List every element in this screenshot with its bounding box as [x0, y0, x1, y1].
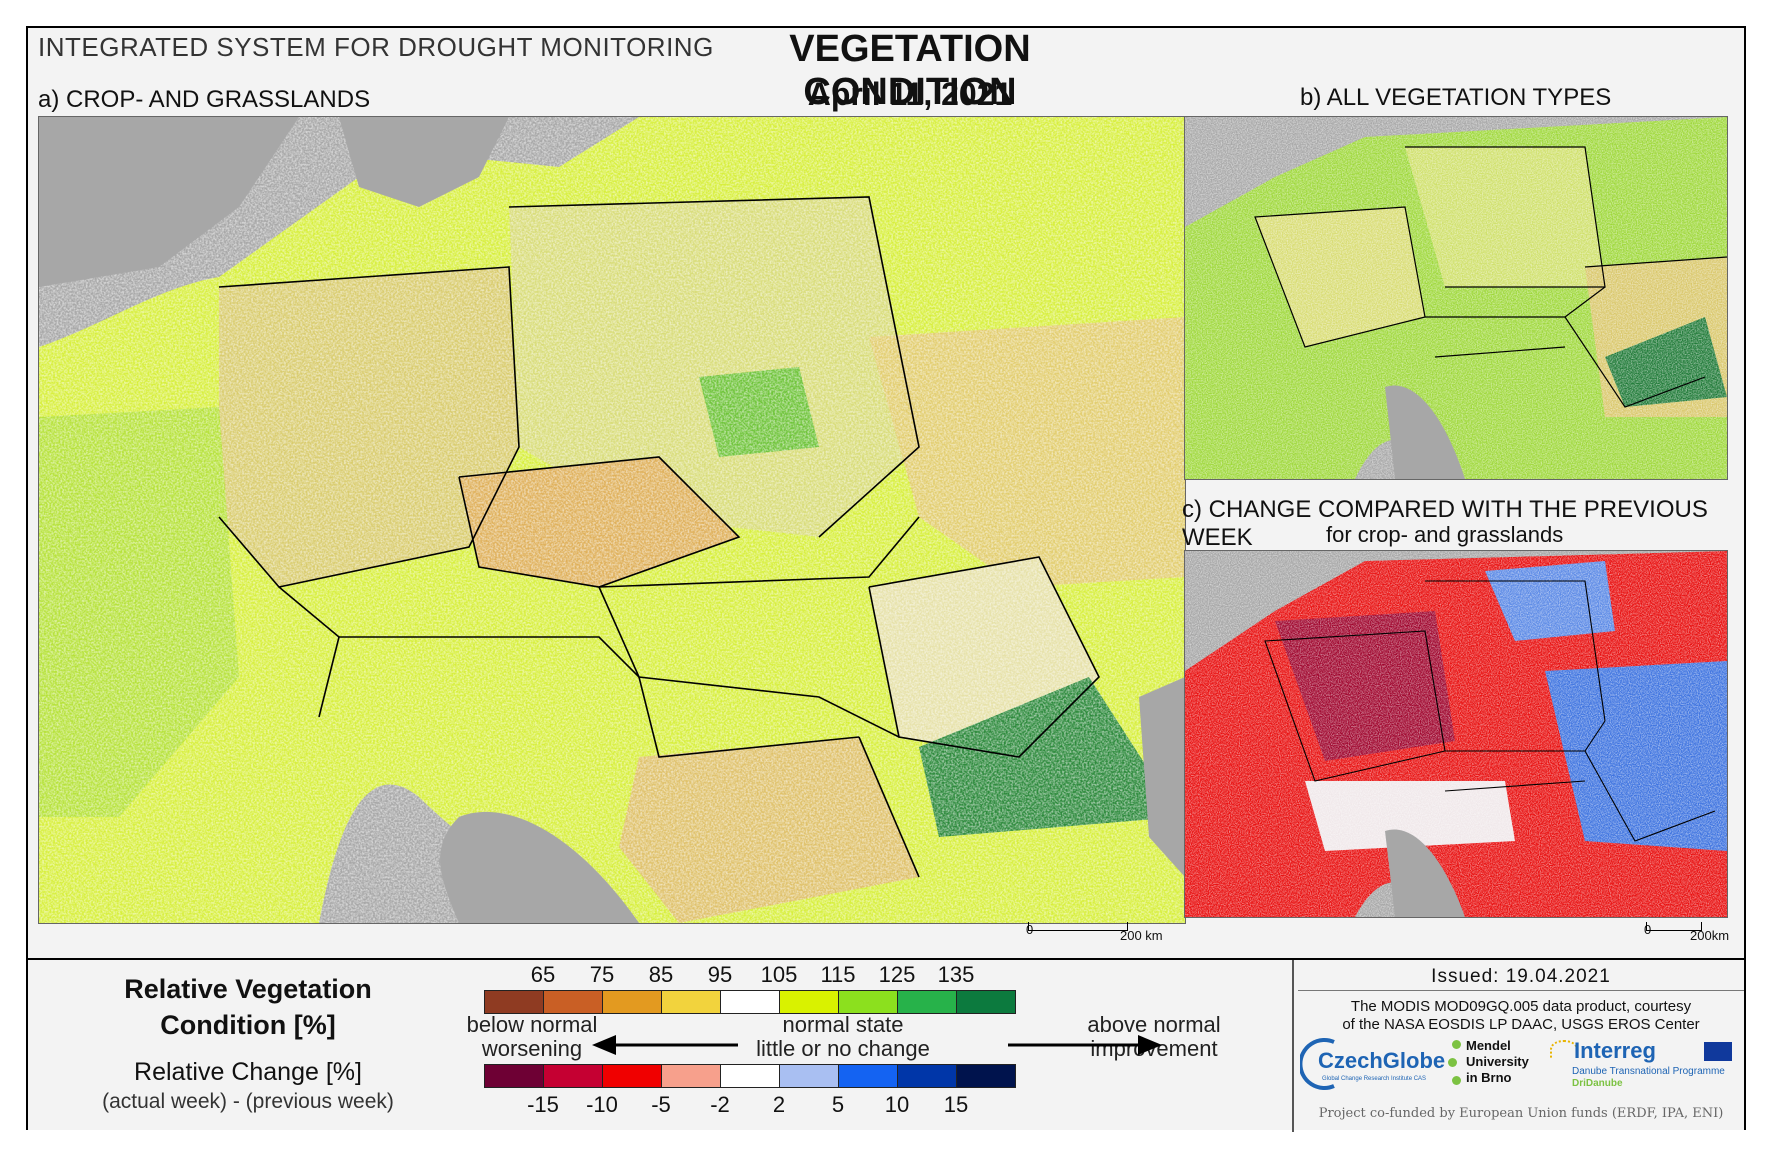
rvc-swatch: [720, 990, 780, 1014]
legend-area: Relative Vegetation Condition [%] Relati…: [28, 958, 1744, 1132]
rvc-swatch: [779, 990, 839, 1014]
panel-a-label: a) CROP- AND GRASSLANDS: [38, 86, 371, 113]
rvc-tick-label: 115: [820, 962, 856, 987]
rc-swatch: [838, 1064, 898, 1088]
above-normal-label: above normal: [1087, 1012, 1221, 1037]
czechglobe-arc-icon: [1300, 1038, 1335, 1090]
worsening-label: worsening: [481, 1036, 583, 1061]
data-credit-line1: The MODIS MOD09GQ.005 data product, cour…: [1350, 998, 1692, 1015]
mendel-logo: Mendel University in Brno: [1448, 1038, 1548, 1092]
map-all-vegetation: [1184, 116, 1728, 480]
normal-state-label: normal state: [782, 1012, 904, 1037]
eu-flag-icon: [1704, 1042, 1732, 1061]
panel-c-scale-bar: [1646, 922, 1702, 931]
panel-a-scale-end: 200 km: [1120, 928, 1163, 943]
rc-swatch: [661, 1064, 721, 1088]
rvc-tick-label: 65: [530, 962, 556, 987]
rc-swatch: [543, 1064, 603, 1088]
rvc-swatch: [543, 990, 603, 1014]
direction-arrows: [592, 1035, 1162, 1055]
rvc-tick-label: 105: [760, 962, 798, 987]
panel-c-label: c) CHANGE COMPARED WITH THE PREVIOUS WEE…: [1182, 496, 1708, 551]
map-weekly-change: [1184, 550, 1728, 918]
panel-c-scale-zero: 0: [1644, 922, 1652, 937]
rvc-swatch: [602, 990, 662, 1014]
interreg-sun-icon: [1550, 1040, 1578, 1058]
map-crop-grasslands: [38, 116, 1186, 924]
credits-rule: [1298, 990, 1744, 991]
rc-swatch: [602, 1064, 662, 1088]
rc-tick-label: -10: [586, 1092, 618, 1117]
mendel-line3: in Brno: [1466, 1070, 1512, 1085]
rvc-tick-label: 135: [937, 962, 975, 987]
rvc-tick-label: 85: [648, 962, 674, 987]
rvc-swatch: [838, 990, 898, 1014]
interreg-name: Interreg: [1574, 1038, 1656, 1063]
rc-swatch: [720, 1064, 780, 1088]
rvc-tick-label: 95: [707, 962, 733, 987]
rc-tick-label: 2: [772, 1092, 786, 1117]
panel-a-scale-bar: [1028, 922, 1128, 931]
czechglobe-name: CzechGlobe: [1318, 1048, 1446, 1073]
panel-b-label: b) ALL VEGETATION TYPES: [1300, 84, 1612, 111]
rc-swatch: [956, 1064, 1016, 1088]
page-title: VEGETATION CONDITION: [789, 28, 1031, 113]
rvc-title-line1: Relative Vegetation: [124, 974, 372, 1004]
rc-tick-label: -15: [527, 1092, 559, 1117]
rvc-swatch: [484, 990, 544, 1014]
below-normal-label: below normal: [466, 1012, 598, 1037]
rvc-swatch: [956, 990, 1016, 1014]
rc-tick-label: -5: [651, 1092, 671, 1117]
rvc-tick-label: 75: [589, 962, 615, 987]
mendel-dot-icon: [1452, 1076, 1461, 1085]
interreg-subtitle: Danube Transnational Programme: [1572, 1066, 1725, 1077]
rc-tick-label: 5: [831, 1092, 845, 1117]
panel-c-scale-end: 200km: [1690, 928, 1730, 943]
panel-a-scale-zero: 0: [1026, 922, 1034, 937]
rvc-swatch: [897, 990, 957, 1014]
page-date: April 11, 2021: [807, 76, 1013, 112]
system-name: INTEGRATED SYSTEM FOR DROUGHT MONITORING: [38, 32, 714, 62]
rc-swatch: [484, 1064, 544, 1088]
legend-divider: [1292, 960, 1294, 1132]
interreg-logo: Interreg Danube Transnational Programme …: [1550, 1034, 1740, 1092]
improvement-label: improvement: [1090, 1036, 1218, 1061]
issued-date: Issued: 19.04.2021: [1431, 966, 1611, 987]
funding-note: Project co-funded by European Union fund…: [1318, 1106, 1724, 1121]
rc-tick-label: 15: [943, 1092, 969, 1117]
mendel-dot-icon: [1448, 1058, 1457, 1067]
rvc-swatch: [661, 990, 721, 1014]
dridanube-name: DriDanube: [1572, 1078, 1623, 1089]
data-credit-line2: of the NASA EOSDIS LP DAAC, USGS EROS Ce…: [1342, 1016, 1700, 1033]
rc-title: Relative Change [%]: [134, 1058, 362, 1086]
rvc-title-line2: Condition [%]: [160, 1010, 336, 1040]
rc-subtitle: (actual week) - (previous week): [102, 1090, 394, 1113]
czechglobe-subtitle: Global Change Research Institute CAS: [1322, 1076, 1427, 1082]
mendel-dot-icon: [1452, 1040, 1461, 1049]
rc-swatch: [897, 1064, 957, 1088]
czechglobe-logo: CzechGlobe Global Change Research Instit…: [1300, 1036, 1450, 1090]
panel-c-sublabel: for crop- and grasslands: [1326, 522, 1564, 547]
rvc-tick-label: 125: [878, 962, 916, 987]
rc-swatch: [779, 1064, 839, 1088]
rc-tick-label: -2: [710, 1092, 730, 1117]
rc-tick-label: 10: [884, 1092, 910, 1117]
mendel-line2: University: [1466, 1054, 1529, 1069]
mendel-line1: Mendel: [1466, 1038, 1511, 1053]
no-change-label: little or no change: [756, 1036, 930, 1061]
